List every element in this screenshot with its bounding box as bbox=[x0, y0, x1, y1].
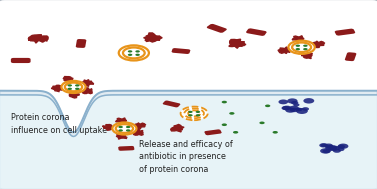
Polygon shape bbox=[237, 42, 246, 46]
Circle shape bbox=[291, 101, 298, 105]
Circle shape bbox=[118, 126, 123, 128]
Circle shape bbox=[325, 145, 337, 151]
Circle shape bbox=[229, 112, 234, 115]
Circle shape bbox=[329, 146, 340, 151]
Circle shape bbox=[61, 81, 86, 93]
Circle shape bbox=[128, 50, 132, 53]
Circle shape bbox=[303, 48, 308, 50]
Polygon shape bbox=[28, 37, 37, 41]
Polygon shape bbox=[278, 47, 292, 53]
Circle shape bbox=[128, 54, 132, 56]
Circle shape bbox=[222, 123, 227, 126]
Polygon shape bbox=[171, 125, 184, 132]
Circle shape bbox=[296, 108, 302, 111]
Circle shape bbox=[126, 126, 130, 128]
Circle shape bbox=[329, 147, 336, 150]
Circle shape bbox=[320, 148, 331, 154]
Circle shape bbox=[319, 143, 328, 148]
Polygon shape bbox=[116, 134, 127, 139]
Polygon shape bbox=[301, 52, 313, 59]
Circle shape bbox=[222, 101, 227, 103]
Circle shape bbox=[188, 111, 193, 113]
Circle shape bbox=[295, 108, 302, 111]
Circle shape bbox=[112, 122, 136, 135]
FancyBboxPatch shape bbox=[207, 24, 227, 33]
Circle shape bbox=[322, 149, 330, 153]
Circle shape bbox=[233, 131, 238, 134]
Circle shape bbox=[196, 111, 200, 113]
Polygon shape bbox=[69, 92, 79, 98]
Circle shape bbox=[338, 144, 348, 149]
Circle shape bbox=[67, 84, 72, 87]
FancyBboxPatch shape bbox=[204, 129, 222, 135]
Polygon shape bbox=[83, 88, 92, 94]
Circle shape bbox=[303, 45, 308, 47]
Polygon shape bbox=[116, 118, 127, 124]
Circle shape bbox=[326, 145, 333, 149]
Circle shape bbox=[75, 84, 80, 87]
Text: Release and efficacy of
antibiotic in presence
of protein corona: Release and efficacy of antibiotic in pr… bbox=[139, 140, 233, 174]
FancyBboxPatch shape bbox=[162, 101, 181, 107]
Polygon shape bbox=[313, 41, 325, 48]
Polygon shape bbox=[83, 80, 94, 86]
Circle shape bbox=[285, 108, 296, 113]
Circle shape bbox=[288, 41, 315, 54]
Circle shape bbox=[279, 99, 288, 104]
Circle shape bbox=[337, 148, 345, 151]
Circle shape bbox=[188, 114, 193, 116]
Circle shape bbox=[303, 98, 314, 104]
Circle shape bbox=[135, 54, 140, 56]
Circle shape bbox=[196, 114, 200, 116]
Circle shape bbox=[282, 106, 291, 110]
Circle shape bbox=[289, 106, 299, 111]
Circle shape bbox=[296, 48, 300, 50]
FancyBboxPatch shape bbox=[172, 48, 190, 54]
Polygon shape bbox=[29, 35, 47, 43]
Circle shape bbox=[332, 146, 338, 149]
Circle shape bbox=[126, 129, 130, 132]
Circle shape bbox=[302, 107, 309, 111]
Circle shape bbox=[287, 98, 297, 104]
Polygon shape bbox=[134, 123, 146, 129]
FancyBboxPatch shape bbox=[76, 39, 86, 48]
Circle shape bbox=[337, 145, 345, 149]
Circle shape bbox=[333, 149, 341, 153]
Circle shape bbox=[273, 131, 278, 134]
Circle shape bbox=[181, 107, 208, 120]
Circle shape bbox=[296, 45, 300, 47]
Polygon shape bbox=[133, 129, 143, 135]
FancyBboxPatch shape bbox=[345, 52, 356, 61]
Circle shape bbox=[67, 88, 72, 90]
Polygon shape bbox=[144, 33, 159, 42]
Circle shape bbox=[135, 50, 140, 53]
Circle shape bbox=[118, 129, 123, 132]
Circle shape bbox=[293, 103, 299, 106]
Text: Protein corona
influence on cell uptake: Protein corona influence on cell uptake bbox=[11, 113, 107, 135]
Polygon shape bbox=[63, 77, 73, 82]
Circle shape bbox=[320, 144, 327, 147]
Circle shape bbox=[282, 106, 290, 110]
Polygon shape bbox=[152, 36, 162, 41]
Circle shape bbox=[265, 105, 270, 107]
FancyBboxPatch shape bbox=[246, 28, 267, 36]
Circle shape bbox=[296, 108, 308, 114]
FancyBboxPatch shape bbox=[335, 29, 355, 36]
Circle shape bbox=[324, 143, 333, 148]
Polygon shape bbox=[51, 85, 64, 92]
Polygon shape bbox=[229, 39, 245, 48]
Circle shape bbox=[119, 45, 149, 60]
Polygon shape bbox=[38, 36, 48, 42]
FancyBboxPatch shape bbox=[118, 146, 134, 151]
Circle shape bbox=[290, 108, 299, 112]
Polygon shape bbox=[292, 36, 304, 42]
Circle shape bbox=[75, 88, 80, 90]
FancyBboxPatch shape bbox=[11, 58, 31, 63]
Circle shape bbox=[259, 122, 265, 124]
Polygon shape bbox=[103, 125, 112, 130]
